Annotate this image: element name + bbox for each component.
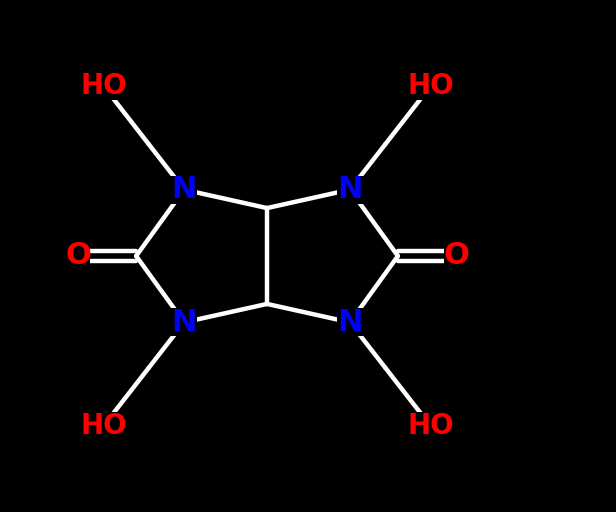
FancyBboxPatch shape <box>82 412 125 440</box>
Text: N: N <box>338 175 363 204</box>
FancyBboxPatch shape <box>409 72 452 100</box>
Text: O: O <box>443 242 469 270</box>
FancyBboxPatch shape <box>337 308 363 336</box>
FancyBboxPatch shape <box>67 242 90 270</box>
FancyBboxPatch shape <box>171 176 197 204</box>
Text: HO: HO <box>80 412 127 440</box>
Text: N: N <box>171 175 197 204</box>
Text: HO: HO <box>80 72 127 100</box>
FancyBboxPatch shape <box>409 412 452 440</box>
Text: HO: HO <box>407 412 454 440</box>
FancyBboxPatch shape <box>337 176 363 204</box>
Text: N: N <box>171 308 197 337</box>
Text: O: O <box>65 242 91 270</box>
Text: N: N <box>338 308 363 337</box>
FancyBboxPatch shape <box>445 242 468 270</box>
FancyBboxPatch shape <box>171 308 197 336</box>
Text: HO: HO <box>407 72 454 100</box>
FancyBboxPatch shape <box>82 72 125 100</box>
